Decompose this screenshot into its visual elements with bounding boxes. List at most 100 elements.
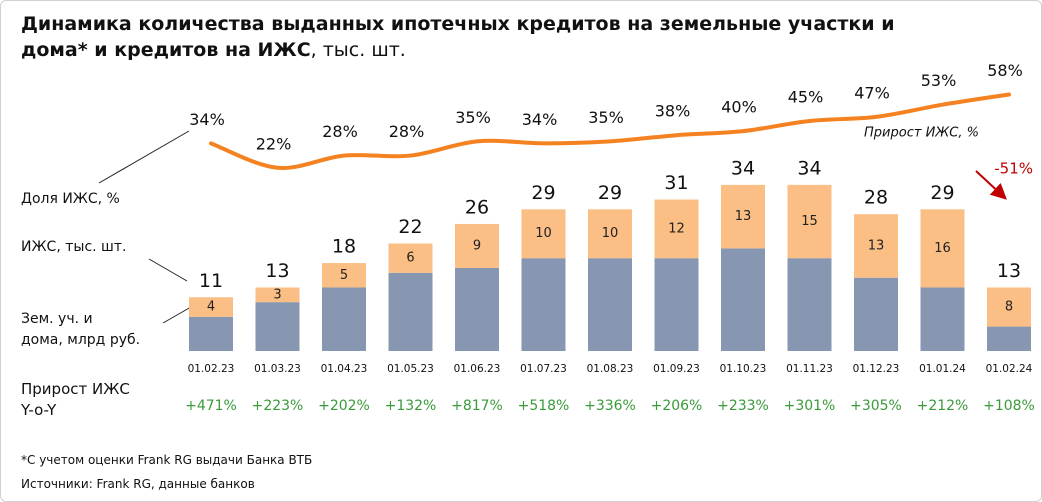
total-label: 28 xyxy=(864,187,888,209)
bar-segment xyxy=(854,214,898,278)
bar-segment xyxy=(654,258,699,351)
segment-label: 15 xyxy=(801,214,818,229)
yoy-value: +518% xyxy=(518,398,570,414)
footnote: *С учетом оценки Frank RG выдачи Банка В… xyxy=(21,453,313,467)
bar-segment xyxy=(854,277,898,351)
leader xyxy=(162,306,192,324)
yoy-value: +817% xyxy=(451,398,503,414)
x-tick-label: 01.11.23 xyxy=(786,363,833,375)
yoy-value: +305% xyxy=(850,398,902,414)
line-label: 47% xyxy=(854,83,890,102)
yoy-value: +206% xyxy=(651,398,703,414)
total-label: 34 xyxy=(797,157,821,179)
line-label: 45% xyxy=(788,87,824,106)
bar-segment xyxy=(189,316,233,351)
segment-label: 8 xyxy=(1005,300,1013,315)
yoy-value: +301% xyxy=(784,398,836,414)
bar-segment xyxy=(255,302,300,351)
bar-segment xyxy=(322,263,366,288)
x-tick-label: 01.09.23 xyxy=(653,363,700,375)
share-line xyxy=(209,92,1011,170)
x-tick-label: 01.07.23 xyxy=(520,363,567,375)
bar-segment xyxy=(920,209,965,288)
yoy-label: Прирост ИЖС Y-o-Y xyxy=(21,380,130,419)
total-label: 31 xyxy=(664,172,688,194)
line-label: 34% xyxy=(522,110,558,129)
legend-orange: ИЖС, тыс. шт. xyxy=(21,239,127,255)
total-label: 11 xyxy=(199,270,223,292)
footnote: Источники: Frank RG, данные банков xyxy=(21,477,255,491)
total-label: 13 xyxy=(997,260,1021,282)
segment-label: 4 xyxy=(207,300,215,315)
annotation-value: -51% xyxy=(994,160,1033,178)
total-label: 34 xyxy=(731,157,755,179)
total-label: 22 xyxy=(398,216,422,238)
yoy-value: +108% xyxy=(983,398,1035,414)
x-tick-label: 01.10.23 xyxy=(720,363,767,375)
yoy-value: +336% xyxy=(584,398,636,414)
bar-segment xyxy=(189,297,233,317)
total-label: 29 xyxy=(598,182,622,204)
line-label: 40% xyxy=(721,98,757,117)
bar-segment xyxy=(787,184,832,259)
x-tick-label: 01.06.23 xyxy=(454,363,501,375)
x-tick-label: 01.04.23 xyxy=(321,363,368,375)
bar-segment xyxy=(455,267,499,351)
chart-title: Динамика количества выданных ипотечных к… xyxy=(21,11,895,63)
arrow xyxy=(975,170,1007,200)
bar-segment xyxy=(721,184,765,249)
x-tick-label: 01.03.23 xyxy=(254,363,301,375)
bar-segment xyxy=(588,258,632,351)
bar-segment xyxy=(255,287,300,303)
x-tick-label: 01.12.23 xyxy=(853,363,900,375)
segment-label: 3 xyxy=(273,287,281,302)
x-tick-label: 01.01.24 xyxy=(919,363,966,375)
line-label: 28% xyxy=(322,122,358,141)
legend-grey: Зем. уч. и дома, млрд руб. xyxy=(21,311,141,348)
x-tick-label: 01.05.23 xyxy=(387,363,434,375)
leader xyxy=(98,130,190,184)
bar-segment xyxy=(521,209,566,259)
total-label: 29 xyxy=(531,182,555,204)
annotation: Прирост ИЖС, % xyxy=(864,126,979,141)
line-label: 53% xyxy=(921,71,957,90)
yoy-value: +233% xyxy=(717,398,769,414)
segment-label: 13 xyxy=(735,209,752,224)
segment-label: 10 xyxy=(535,226,552,241)
segment-label: 12 xyxy=(668,221,685,236)
segment-label: 5 xyxy=(340,268,348,283)
yoy-value: +202% xyxy=(318,398,370,414)
segment-label: 9 xyxy=(473,238,481,253)
x-tick-label: 01.02.23 xyxy=(188,363,235,375)
bar-segment xyxy=(388,243,433,273)
total-label: 29 xyxy=(930,182,954,204)
segment-label: 6 xyxy=(406,251,414,266)
bar-segment xyxy=(588,209,632,259)
bar-segment xyxy=(787,258,832,351)
x-tick-label: 01.02.24 xyxy=(986,363,1033,375)
line-label: 38% xyxy=(655,102,691,121)
line-label: 58% xyxy=(987,61,1023,80)
line-label: 35% xyxy=(455,108,491,127)
segment-label: 13 xyxy=(868,238,885,253)
bar-segment xyxy=(322,287,366,351)
line-label: 34% xyxy=(189,110,225,129)
yoy-value: +471% xyxy=(185,398,237,414)
line-label: 35% xyxy=(588,108,624,127)
yoy-value: +223% xyxy=(252,398,304,414)
leader xyxy=(148,258,188,282)
x-tick-label: 01.08.23 xyxy=(587,363,634,375)
yoy-value: +132% xyxy=(385,398,437,414)
title-text: Динамика количества выданных ипотечных к… xyxy=(21,13,895,61)
segment-label: 16 xyxy=(934,241,951,256)
bar-segment xyxy=(987,326,1031,351)
total-label: 18 xyxy=(332,236,356,258)
title-unit: , тыс. шт. xyxy=(310,39,406,61)
bar-segment xyxy=(521,258,566,351)
bar-segment xyxy=(654,199,699,259)
legend-line: Доля ИЖС, % xyxy=(21,191,120,207)
bar-segment xyxy=(455,223,499,268)
yoy-value: +212% xyxy=(917,398,969,414)
